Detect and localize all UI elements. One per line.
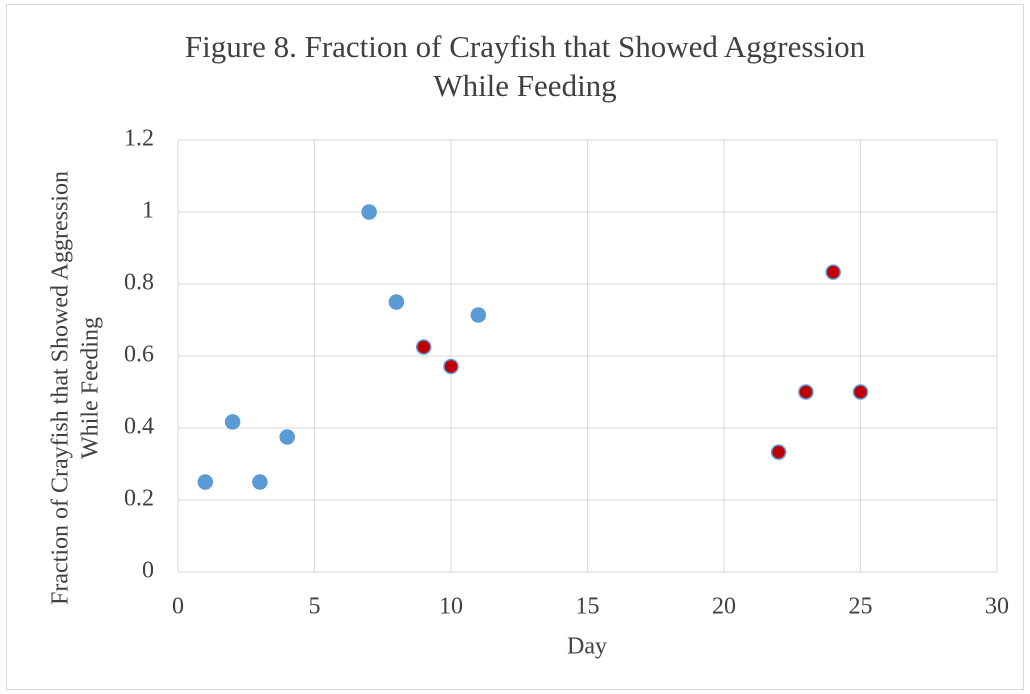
point — [470, 307, 487, 323]
point — [252, 474, 268, 490]
x-tick-label: 30 — [985, 594, 1009, 620]
y-tick-label: 1.2 — [124, 126, 154, 152]
point — [852, 384, 869, 400]
x-tick-label: 25 — [849, 594, 873, 620]
chart-title: While Feeding — [433, 68, 616, 103]
y-tick-label: 0.6 — [124, 342, 154, 368]
x-tick-label: 15 — [576, 594, 600, 620]
x-tick-label: 10 — [439, 594, 463, 620]
y-axis-title: Fraction of Crayfish that Showed Aggress… — [48, 171, 74, 605]
y-tick-label: 0.4 — [124, 414, 154, 440]
chart-border — [6, 4, 1024, 690]
y-tick-label: 0.8 — [124, 270, 154, 296]
point — [361, 204, 377, 220]
y-axis-title: While Feeding — [78, 317, 104, 459]
y-tick-label: 1 — [142, 198, 154, 224]
point — [798, 384, 814, 400]
chart-title: Figure 8. Fraction of Crayfish that Show… — [185, 29, 866, 64]
point — [825, 264, 841, 280]
point — [279, 429, 295, 445]
y-tick-label: 0 — [142, 558, 154, 584]
x-axis-title: Day — [567, 634, 607, 660]
x-tick-label: 5 — [309, 594, 321, 620]
x-tick-label: 0 — [172, 594, 184, 620]
point — [197, 474, 214, 490]
point — [415, 339, 432, 355]
point — [770, 444, 787, 460]
point — [388, 294, 405, 310]
y-tick-label: 0.2 — [124, 486, 154, 512]
x-tick-label: 20 — [712, 594, 736, 620]
point — [224, 414, 241, 430]
point — [443, 358, 459, 375]
